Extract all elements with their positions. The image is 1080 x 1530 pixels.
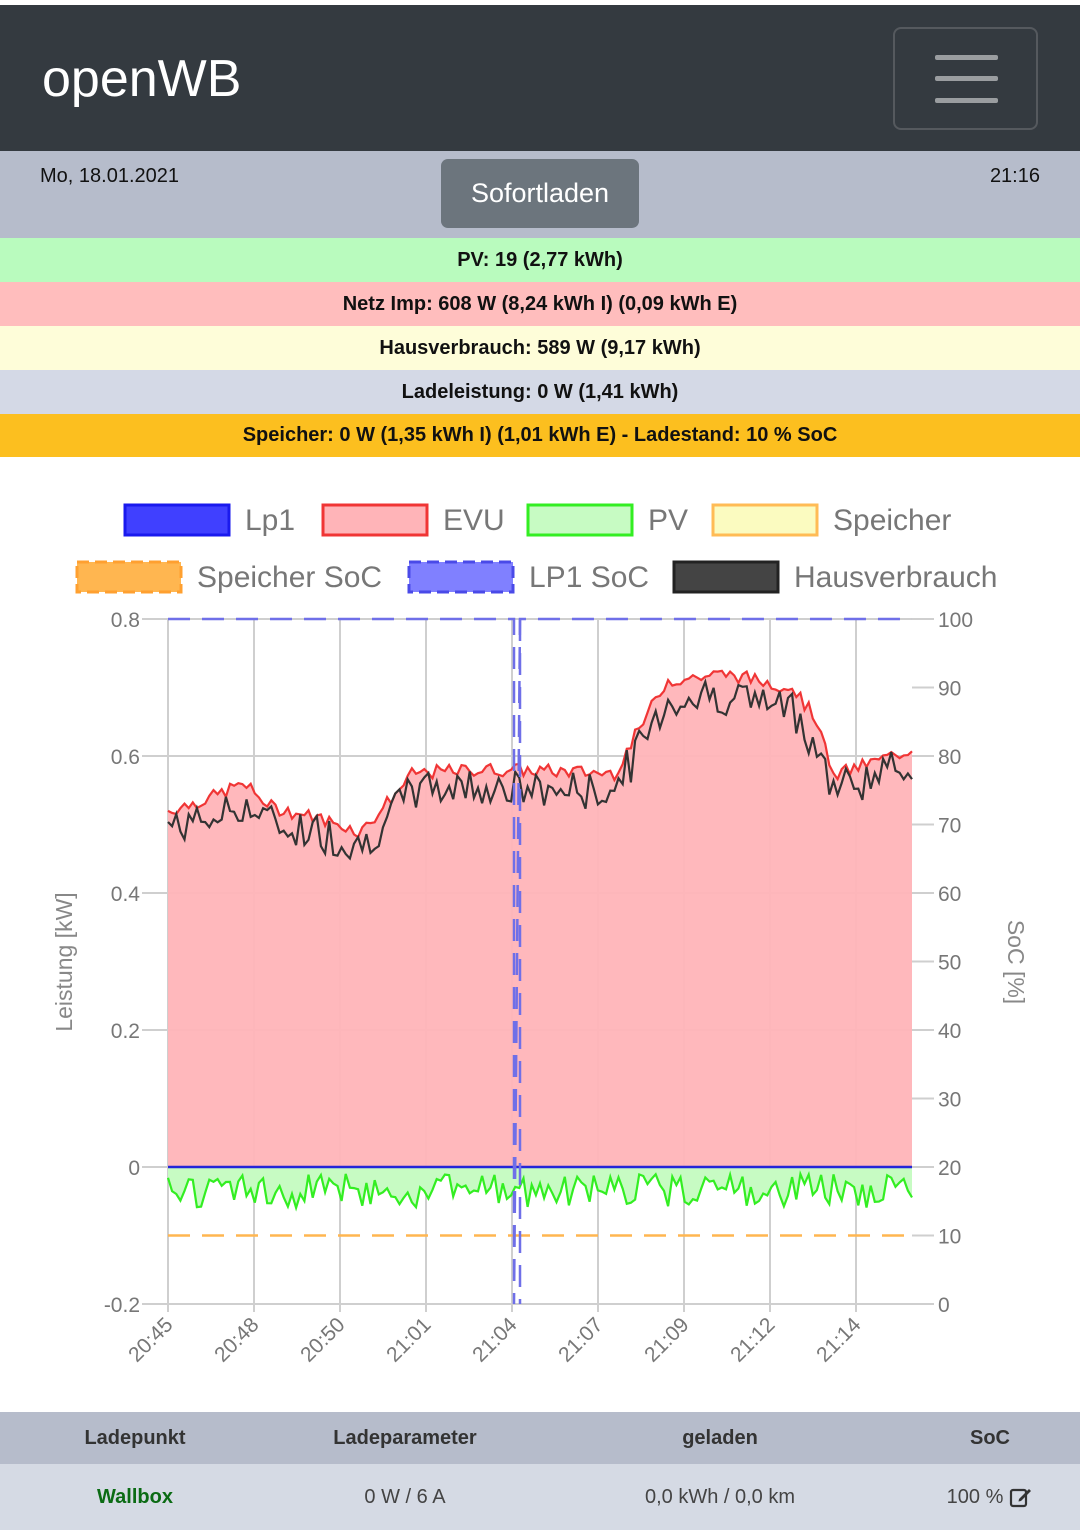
y2-tick-label: 50	[938, 952, 961, 975]
legend-pv-label: PV	[648, 504, 688, 537]
col-soc: SoC	[970, 1426, 1010, 1449]
hausverbrauch-line	[167, 677, 913, 861]
x-tick-label: 20:45	[124, 1313, 177, 1366]
navbar: openWB	[0, 5, 1080, 151]
legend-speicher-swatch	[711, 503, 819, 537]
ladeleistung-status: Ladeleistung: 0 W (1,41 kWh)	[0, 370, 1080, 414]
edit-icon[interactable]	[1009, 1485, 1033, 1509]
legend-lp1-swatch	[123, 503, 231, 537]
legend-speicher-soc-swatch	[75, 560, 183, 594]
pv-status: PV: 19 (2,77 kWh)	[0, 238, 1080, 282]
menu-button[interactable]	[893, 27, 1038, 130]
legend-lp1-soc-label: LP1 SoC	[529, 561, 649, 594]
legend-lp1-label: Lp1	[245, 504, 295, 537]
y-tick-label: 0.8	[111, 609, 140, 632]
pv-area	[168, 1167, 912, 1208]
chart-svg: Lp1 EVU PV Speicher Speicher SoC LP1 SoC Hausv…	[51, 503, 1029, 1367]
evu-area	[168, 670, 912, 1167]
brand-logo[interactable]: openWB	[42, 50, 242, 108]
date-label: Mo, 18.01.2021	[40, 165, 179, 187]
power-chart: Lp1 EVU PV Speicher Speicher SoC LP1 SoC Hausv…	[0, 457, 1080, 1412]
col-ladeparameter: Ladeparameter	[333, 1426, 477, 1449]
col-ladepunkt: Ladepunkt	[84, 1426, 186, 1449]
y2-tick-label: 100	[938, 609, 973, 632]
legend-lp1-soc-swatch	[407, 560, 515, 594]
y2-tick-label: 10	[938, 1226, 961, 1249]
time-label: 21:16	[989, 165, 1040, 187]
sofortladen-button[interactable]: Sofortladen	[441, 159, 639, 228]
x-tick-label: 21:14	[812, 1313, 866, 1367]
y-tick-label: 0	[128, 1157, 140, 1180]
legend-speicher-label: Speicher	[833, 504, 951, 537]
evu-line	[167, 669, 913, 839]
x-tick-label: 20:48	[210, 1313, 263, 1366]
geladen-value: 0,0 kWh / 0,0 km	[644, 1485, 796, 1508]
hamburger-menu-icon	[935, 55, 998, 60]
x-tick-label: 21:01	[382, 1313, 435, 1366]
x-tick-label: 21:09	[640, 1313, 693, 1366]
y2-tick-label: 30	[938, 1089, 961, 1112]
col-geladen: geladen	[682, 1426, 758, 1449]
y-tick-label: -0.2	[104, 1294, 140, 1317]
legend-pv-swatch	[526, 503, 634, 537]
legend-hausverbrauch-label: Hausverbrauch	[794, 561, 997, 594]
wallbox-link[interactable]: Wallbox	[97, 1485, 173, 1508]
soc-value: 100 %	[946, 1485, 1004, 1508]
speicher-status: Speicher: 0 W (1,35 kWh I) (1,01 kWh E) …	[0, 414, 1080, 457]
y2-tick-label: 90	[938, 678, 961, 701]
hausverbrauch-status: Hausverbrauch: 589 W (9,17 kWh)	[0, 326, 1080, 370]
legend-hausverbrauch-swatch	[672, 560, 780, 594]
legend-evu-swatch	[321, 503, 429, 537]
y2-tick-label: 40	[938, 1020, 961, 1043]
y-tick-label: 0.2	[111, 1020, 140, 1043]
y2-axis-title: SoC [%]	[1003, 920, 1029, 1004]
legend-evu-label: EVU	[443, 504, 505, 537]
y-axis-title: Leistung [kW]	[51, 892, 77, 1031]
y2-tick-label: 80	[938, 746, 961, 769]
x-tick-label: 21:12	[726, 1313, 779, 1366]
info-bar: Mo, 18.01.2021 Sofortladen 21:16	[0, 151, 1080, 238]
table-header: Ladepunkt Ladeparameter geladen SoC	[0, 1412, 1080, 1464]
x-tick-label: 21:04	[468, 1313, 522, 1367]
table-row: Wallbox 0 W / 6 A 0,0 kWh / 0,0 km 100 %	[0, 1464, 1080, 1530]
y2-tick-label: 60	[938, 883, 961, 906]
y-tick-label: 0.4	[111, 883, 141, 906]
ladeparameter-value: 0 W / 6 A	[364, 1485, 446, 1508]
y2-tick-label: 0	[938, 1294, 950, 1317]
soc-cell: 100 %	[900, 1464, 1080, 1530]
x-tick-label: 21:07	[554, 1313, 607, 1366]
x-tick-label: 20:50	[296, 1313, 349, 1366]
legend-speicher-soc-label: Speicher SoC	[197, 561, 382, 594]
netz-status: Netz Imp: 608 W (8,24 kWh I) (0,09 kWh E…	[0, 282, 1080, 326]
y2-tick-label: 20	[938, 1157, 961, 1180]
y-tick-label: 0.6	[111, 746, 140, 769]
pv-line	[166, 1170, 913, 1212]
lp1-soc-line	[168, 617, 912, 1305]
y2-tick-label: 70	[938, 815, 961, 838]
